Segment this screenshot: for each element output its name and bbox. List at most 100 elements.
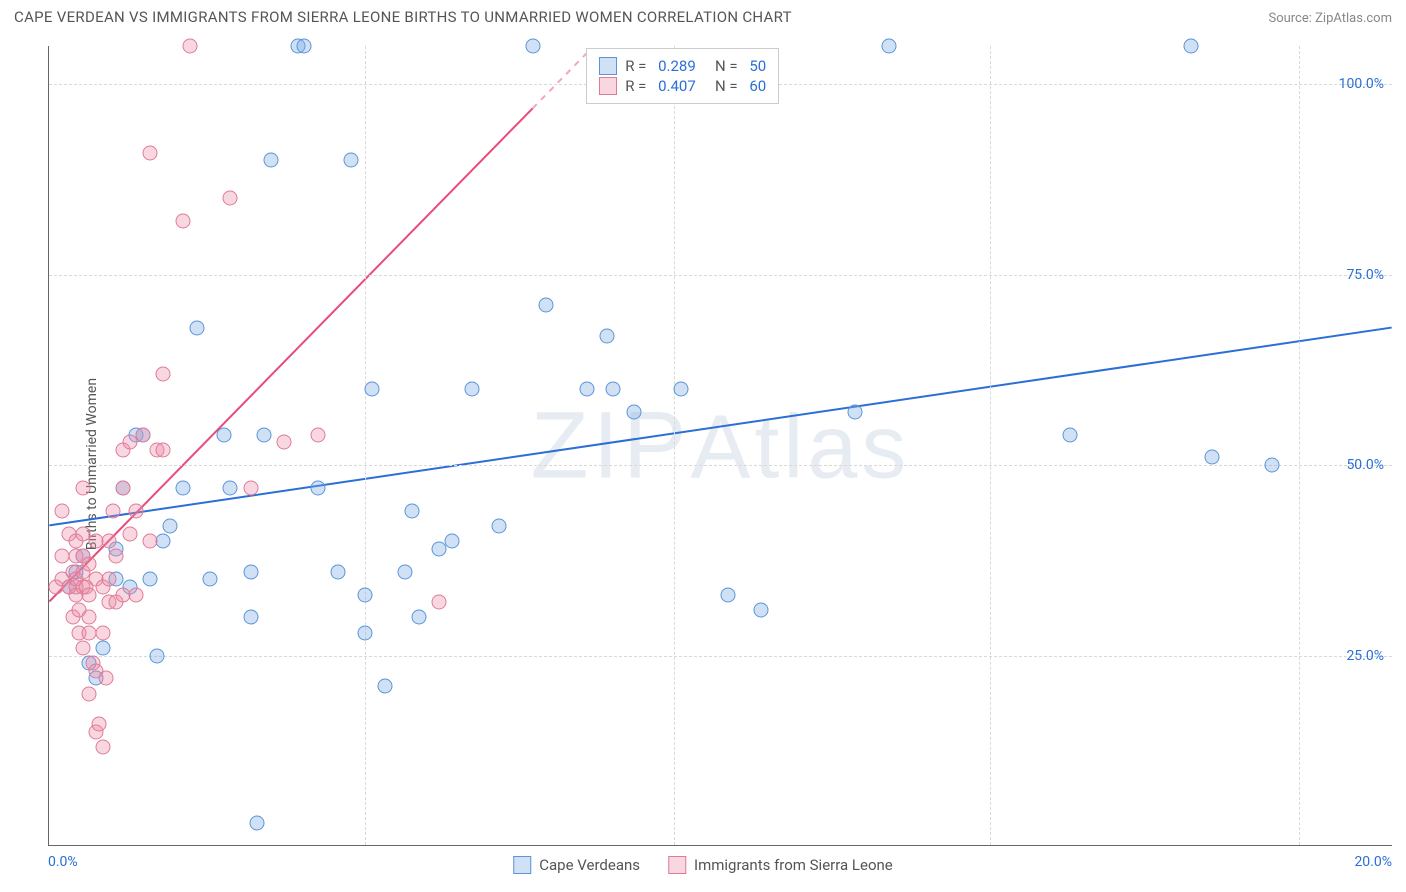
data-point [445,534,460,549]
data-point [156,366,171,381]
data-point [142,145,157,160]
data-point [203,572,218,587]
data-point [626,404,641,419]
gridline-h [49,656,1392,657]
data-point [102,572,117,587]
trend-lines [49,46,1392,845]
legend-swatch [513,856,531,874]
gridline-v [365,46,366,845]
data-point [579,381,594,396]
data-point [1184,39,1199,54]
data-point [75,480,90,495]
data-point [431,595,446,610]
y-tick-label: 25.0% [1346,648,1384,664]
legend-swatch [668,856,686,874]
data-point [129,503,144,518]
legend-n-label: N = [704,77,742,95]
legend-r-label: R = [625,57,650,75]
data-point [82,686,97,701]
legend-bottom: Cape Verdeans Immigrants from Sierra Leon… [513,856,892,874]
data-point [357,587,372,602]
data-point [109,549,124,564]
gridline-v [674,46,675,845]
legend-series-name: Immigrants from Sierra Leone [694,856,893,874]
data-point [310,427,325,442]
y-tick-label: 100.0% [1339,76,1384,92]
data-point [183,39,198,54]
legend-n-value: 60 [749,77,766,95]
legend-stats-box: R = 0.289 N = 50 R = 0.407 N = 60 [586,48,779,104]
legend-r-value: 0.289 [658,57,696,75]
data-point [75,640,90,655]
data-point [1265,458,1280,473]
data-point [136,427,151,442]
data-point [378,679,393,694]
data-point [673,381,688,396]
chart-title: CAPE VERDEAN VS IMMIGRANTS FROM SIERRA L… [14,8,792,26]
gridline-h [49,275,1392,276]
data-point [243,564,258,579]
data-point [297,39,312,54]
data-point [82,557,97,572]
data-point [1063,427,1078,442]
data-point [277,435,292,450]
data-point [156,442,171,457]
data-point [95,625,110,640]
data-point [105,503,120,518]
data-point [599,328,614,343]
legend-swatch [599,57,617,75]
legend-r-label: R = [625,77,650,95]
data-point [95,640,110,655]
data-point [431,541,446,556]
data-point [216,427,231,442]
data-point [142,572,157,587]
data-point [142,534,157,549]
data-point [606,381,621,396]
data-point [223,191,238,206]
data-point [189,320,204,335]
data-point [344,153,359,168]
plot-area: ZIPAtlas 25.0%50.0%75.0%100.0%R = 0.289 … [48,46,1392,846]
data-point [848,404,863,419]
data-point [492,519,507,534]
chart-container: Births to Unmarried Women ZIPAtlas 25.0%… [0,36,1406,892]
gridline-v [1299,46,1300,845]
data-point [223,480,238,495]
gridline-v [990,46,991,845]
data-point [250,816,265,831]
data-point [122,435,137,450]
data-point [55,503,70,518]
data-point [404,503,419,518]
y-tick-label: 50.0% [1346,457,1384,473]
data-point [102,534,117,549]
data-point [357,625,372,640]
data-point [115,480,130,495]
data-point [82,587,97,602]
data-point [156,534,171,549]
legend-series-name: Cape Verdeans [539,856,640,874]
data-point [754,602,769,617]
data-point [82,610,97,625]
data-point [176,480,191,495]
data-point [465,381,480,396]
data-point [398,564,413,579]
x-tick-label: 20.0% [1354,854,1392,870]
data-point [411,610,426,625]
y-tick-label: 75.0% [1346,267,1384,283]
data-point [243,480,258,495]
data-point [539,298,554,313]
gridline-h [49,465,1392,466]
data-point [162,519,177,534]
data-point [176,214,191,229]
legend-swatch [599,77,617,95]
data-point [92,717,107,732]
data-point [149,648,164,663]
data-point [257,427,272,442]
legend-n-value: 50 [749,57,766,75]
legend-item: Cape Verdeans [513,856,640,874]
legend-n-label: N = [704,57,742,75]
data-point [129,587,144,602]
data-point [122,526,137,541]
legend-r-value: 0.407 [658,77,696,95]
source-label: Source: ZipAtlas.com [1268,11,1392,26]
